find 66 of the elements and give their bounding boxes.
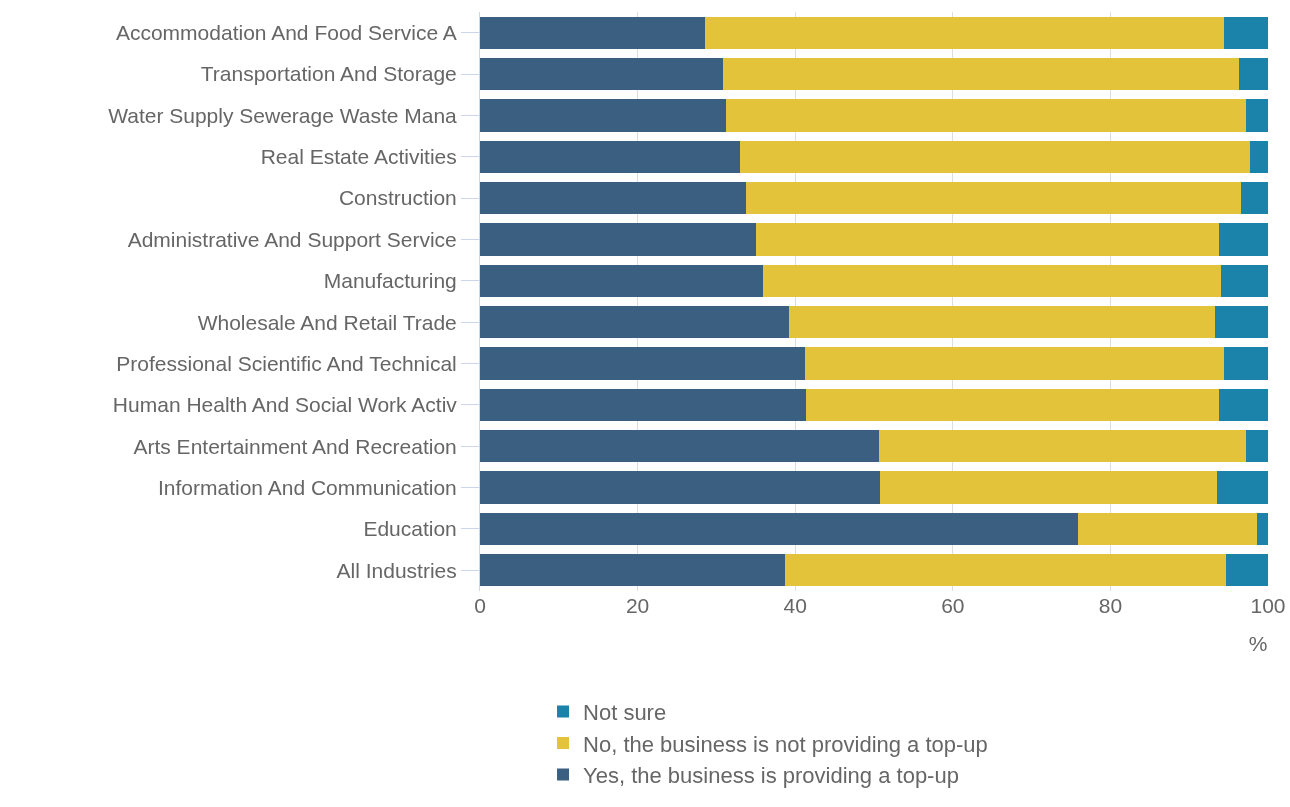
bar [480, 264, 763, 297]
y-tick-label: Manufacturing [323, 269, 457, 293]
bar [480, 554, 785, 587]
legend-label: Not sure [583, 699, 667, 725]
bar [1219, 388, 1268, 422]
x-tick-label: 100 [1250, 594, 1286, 617]
bar [880, 471, 1217, 504]
y-tick-label: Professional Scientific And Technical [116, 351, 457, 375]
bar [746, 181, 1242, 215]
bar [1220, 264, 1268, 297]
y-tick-label: Arts Entertainment And Recreation [133, 434, 457, 458]
bar [480, 471, 881, 504]
bar [480, 223, 756, 256]
bar [1249, 140, 1268, 173]
bar [480, 140, 741, 173]
y-tick-label: Education [363, 517, 457, 541]
bar [1219, 223, 1268, 256]
bar [1256, 512, 1268, 546]
bar [480, 57, 724, 91]
bar [1223, 347, 1268, 380]
y-tick-label: Construction [338, 186, 457, 210]
bar [725, 99, 1246, 132]
bar [705, 16, 1224, 49]
x-tick-label: 20 [625, 594, 650, 617]
bar [480, 512, 1079, 546]
bar [1078, 512, 1257, 546]
bar [1238, 57, 1268, 91]
bar [1245, 430, 1268, 463]
legend-label: Yes, the business is providing a top-up [583, 763, 959, 789]
bar [788, 306, 1216, 339]
y-tick-label: Accommodation And Food Service A [115, 21, 457, 45]
bar [480, 16, 706, 49]
bar [784, 554, 1227, 587]
x-tick-label: 60 [941, 594, 965, 617]
legend-label: No, the business is not providing a top-up [583, 731, 988, 757]
y-tick-label: Human Health And Social Work Activ [112, 393, 458, 417]
y-tick-label: Transportation And Storage [200, 62, 457, 86]
bar [480, 306, 789, 339]
y-tick-label: Water Supply Sewerage Waste Mana [108, 103, 458, 127]
x-tick-label: 80 [1098, 594, 1123, 617]
bar [480, 388, 807, 422]
bar [806, 388, 1220, 422]
bar [480, 430, 879, 463]
y-tick-label: Wholesale And Retail Trade [197, 310, 457, 334]
bar [804, 347, 1224, 380]
y-tick-label: All Industries [336, 558, 457, 582]
bar [480, 99, 726, 132]
y-tick-label: Information And Communication [157, 475, 457, 499]
bar [480, 347, 805, 380]
y-tick-label: Administrative And Support Service [127, 227, 457, 251]
bar [1216, 471, 1268, 504]
bar [1226, 554, 1268, 587]
x-tick-label: 40 [783, 594, 807, 617]
bar [762, 264, 1221, 297]
bar [480, 181, 747, 215]
bar [723, 57, 1239, 91]
x-axis-title: % [1248, 632, 1268, 656]
bar [1241, 181, 1268, 215]
bar [1215, 306, 1268, 339]
bar [740, 140, 1250, 173]
bar [755, 223, 1220, 256]
y-tick-label: Real Estate Activities [260, 145, 457, 169]
x-tick-label: 0 [474, 594, 486, 617]
bar [878, 430, 1246, 463]
bar [1245, 99, 1268, 132]
bar [1223, 16, 1268, 49]
